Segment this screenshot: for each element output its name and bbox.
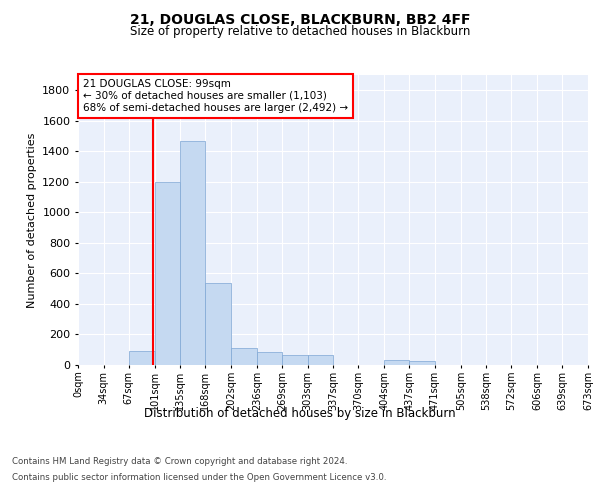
Text: Size of property relative to detached houses in Blackburn: Size of property relative to detached ho… (130, 25, 470, 38)
Bar (257, 352, 282, 365)
Bar (205, 284, 231, 365)
Bar (155, 182, 181, 365)
Y-axis label: Number of detached properties: Number of detached properties (26, 132, 37, 308)
Text: Distribution of detached houses by size in Blackburn: Distribution of detached houses by size … (144, 408, 456, 420)
Text: Contains public sector information licensed under the Open Government Licence v3: Contains public sector information licen… (12, 472, 386, 482)
Bar (231, 348, 257, 365)
Text: Contains HM Land Registry data © Crown copyright and database right 2024.: Contains HM Land Registry data © Crown c… (12, 458, 347, 466)
Bar (409, 361, 435, 365)
Bar (308, 355, 334, 365)
Bar (181, 140, 205, 365)
Bar (129, 352, 155, 365)
Bar (384, 360, 409, 365)
Text: 21 DOUGLAS CLOSE: 99sqm
← 30% of detached houses are smaller (1,103)
68% of semi: 21 DOUGLAS CLOSE: 99sqm ← 30% of detache… (83, 80, 348, 112)
Bar (282, 355, 308, 365)
Text: 21, DOUGLAS CLOSE, BLACKBURN, BB2 4FF: 21, DOUGLAS CLOSE, BLACKBURN, BB2 4FF (130, 12, 470, 26)
